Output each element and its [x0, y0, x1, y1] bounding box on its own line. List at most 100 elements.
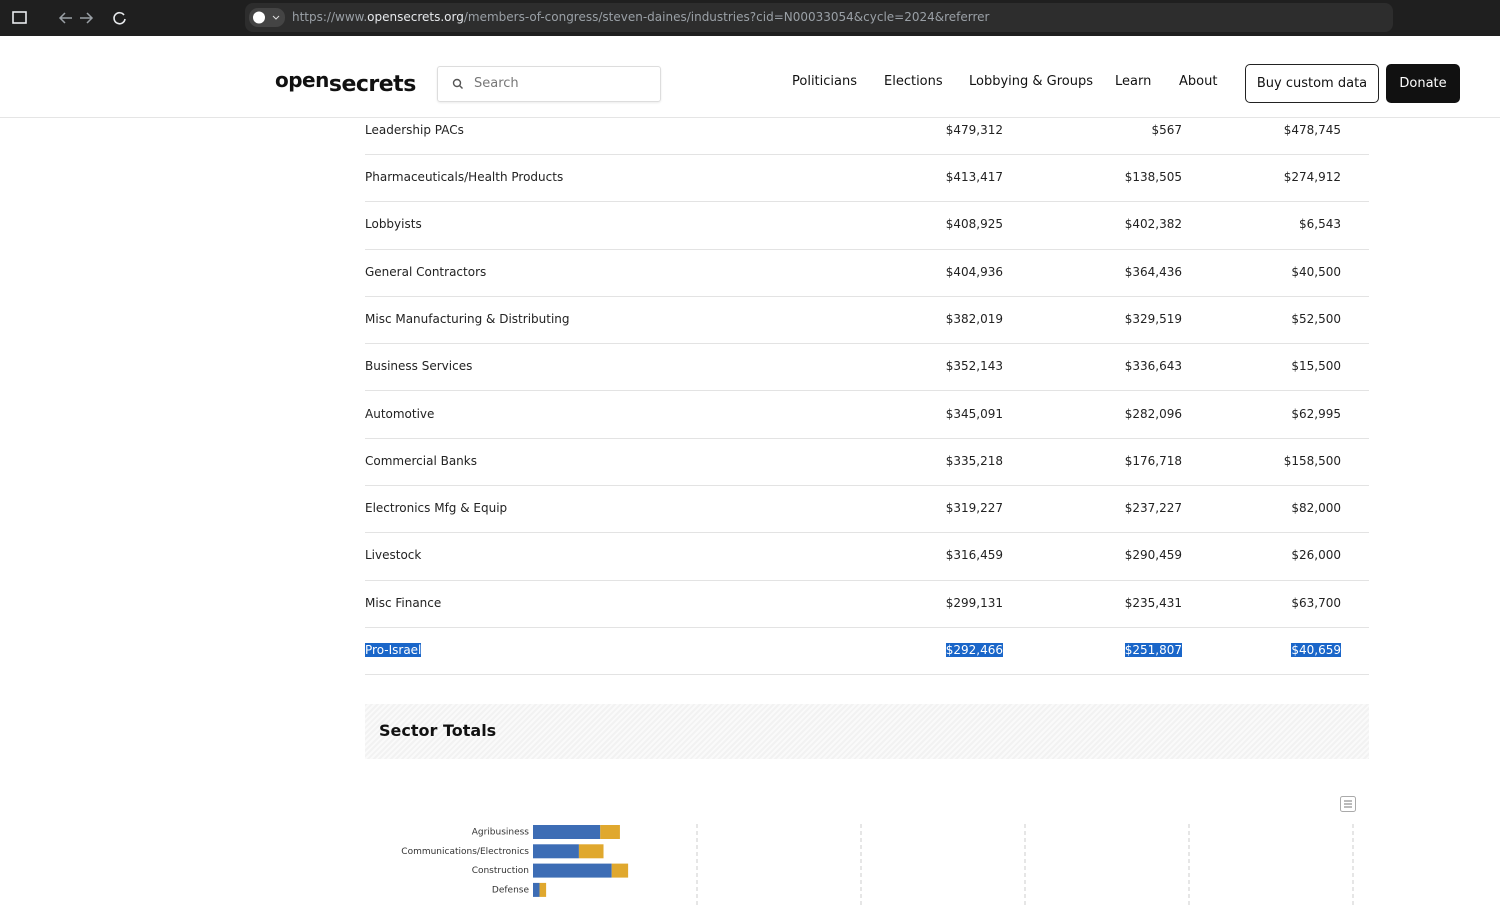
industry-cell: Pro-Israel	[365, 627, 422, 674]
amount-cell: $567	[1151, 107, 1182, 154]
bar-segment	[539, 882, 547, 897]
industry-cell: Electronics Mfg & Equip	[365, 485, 507, 532]
category-label: Construction	[472, 866, 529, 876]
cell-text: $335,218	[945, 453, 1003, 468]
cell-text: $479,312	[945, 122, 1003, 137]
amount-cell: $176,718	[1125, 438, 1182, 485]
nav-link[interactable]: Elections	[884, 74, 943, 89]
amount-cell: $329,519	[1125, 296, 1182, 343]
bar-segment	[611, 863, 629, 878]
url-domain: opensecrets.org	[367, 10, 464, 24]
cell-text: Automotive	[365, 406, 435, 421]
table-row: Leadership PACs $479,312 $567 $478,745	[365, 107, 1369, 155]
category-label: Agribusiness	[472, 828, 530, 838]
url-prefix: https://www.	[292, 10, 368, 24]
bar-segment	[578, 844, 604, 859]
industry-cell: Commercial Banks	[365, 438, 477, 485]
industry-cell: Automotive	[365, 391, 434, 438]
bar-segment	[533, 825, 601, 839]
cell-text: $237,227	[1124, 501, 1182, 516]
sector-chart: Agribusiness Communications/Electronics Co…	[401, 824, 1354, 907]
amount-cell: $52,500	[1291, 296, 1341, 343]
amount-cell: $40,659	[1291, 627, 1341, 674]
cell-text: $413,417	[945, 170, 1003, 184]
url-path: /members-of-congress/steven-daines/indus…	[463, 10, 990, 24]
cell-text: Pharmaceuticals/Health Products	[365, 170, 564, 184]
industry-cell: Business Services	[365, 343, 472, 390]
table-row: Lobbyists $408,925 $402,382 $6,543	[365, 201, 1369, 250]
amount-cell: $237,227	[1125, 485, 1182, 532]
amount-cell: $282,096	[1125, 391, 1182, 438]
amount-cell: $316,459	[946, 532, 1003, 579]
cell-text: $62,995	[1291, 406, 1341, 421]
amount-cell: $382,019	[946, 296, 1003, 343]
industry-cell: Livestock	[365, 532, 421, 579]
cell-text: Leadership PACs	[365, 122, 464, 137]
browser-controls	[12, 11, 126, 25]
cell-text: $408,925	[945, 217, 1003, 232]
table-row: Automotive $345,091 $282,096 $62,995	[365, 391, 1369, 439]
cell-text: $478,745	[1283, 122, 1341, 137]
cell-text: Business Services	[365, 359, 473, 374]
search-box[interactable]: Search	[437, 66, 661, 102]
nav-link[interactable]: Politicians	[792, 74, 857, 89]
amount-cell: $479,312	[946, 107, 1003, 154]
nav-link[interactable]: Learn	[1115, 74, 1152, 89]
cell-text: Lobbyists	[365, 217, 422, 232]
table-row: Pro-Israel $292,466 $251,807 $40,659	[365, 627, 1369, 676]
cell-text: $299,131	[945, 595, 1003, 610]
nav-link[interactable]: About	[1179, 74, 1218, 89]
chart-menu[interactable]	[1340, 796, 1357, 812]
donate-button[interactable]: Donate	[1386, 64, 1460, 103]
amount-cell: $82,000	[1291, 485, 1341, 532]
cell-text: Misc Finance	[365, 595, 442, 610]
buy-button[interactable]: Buy custom data	[1245, 64, 1379, 103]
site-icon	[249, 8, 285, 27]
amount-cell: $336,643	[1125, 343, 1182, 390]
category-label: Communications/Electronics	[401, 847, 529, 857]
cell-text: $352,143	[945, 359, 1003, 374]
cell-text: Livestock	[365, 548, 422, 563]
amount-cell: $335,218	[946, 438, 1003, 485]
section-header: Sector Totals	[365, 704, 1369, 759]
bar-segment	[600, 825, 620, 839]
cell-text: $15,500	[1291, 359, 1341, 374]
cell-text: $235,431	[1124, 595, 1182, 610]
nav-link[interactable]: Lobbying & Groups	[969, 74, 1094, 89]
cell-text: Electronics Mfg & Equip	[365, 501, 508, 516]
search-placeholder: Search	[474, 76, 519, 91]
cell-text: General Contractors	[365, 264, 487, 279]
amount-cell: $478,745	[1284, 107, 1341, 154]
table-row: Misc Manufacturing & Distributing $382,01…	[365, 296, 1369, 345]
cell-text: $316,459	[945, 548, 1003, 563]
cell-text: Pro-Israel	[365, 643, 422, 657]
cell-text: $251,807	[1124, 643, 1182, 657]
amount-cell: $404,936	[946, 249, 1003, 296]
amount-cell: $235,431	[1125, 580, 1182, 627]
amount-cell: $319,227	[946, 485, 1003, 532]
bar-segment	[533, 863, 612, 878]
amount-cell: $290,459	[1125, 532, 1182, 579]
industry-cell: Leadership PACs	[365, 107, 464, 154]
industry-cell: Lobbyists	[365, 201, 422, 248]
industry-cell: Pharmaceuticals/Health Products	[365, 154, 563, 201]
cell-text: $63,700	[1291, 595, 1341, 610]
amount-cell: $158,500	[1284, 438, 1341, 485]
amount-cell: $402,382	[1125, 201, 1182, 248]
industry-cell: General Contractors	[365, 249, 486, 296]
cell-text: $82,000	[1291, 501, 1341, 516]
address-bar[interactable]: https://www.opensecrets.org/members-of-c…	[245, 3, 1393, 32]
bar-segment	[533, 844, 579, 859]
section-title: Sector Totals	[379, 721, 497, 740]
cell-text: $282,096	[1124, 406, 1182, 421]
category-label: Defense	[492, 885, 530, 895]
logo[interactable]: opensecrets	[275, 68, 416, 97]
cell-text: Commercial Banks	[365, 453, 477, 468]
cell-text: $158,500	[1283, 453, 1341, 468]
cell-text: $319,227	[945, 501, 1003, 516]
cell-text: $52,500	[1291, 311, 1341, 326]
table-row: Misc Finance $299,131 $235,431 $63,700	[365, 580, 1369, 628]
cell-text: $176,718	[1124, 453, 1182, 468]
amount-cell: $6,543	[1299, 201, 1341, 248]
